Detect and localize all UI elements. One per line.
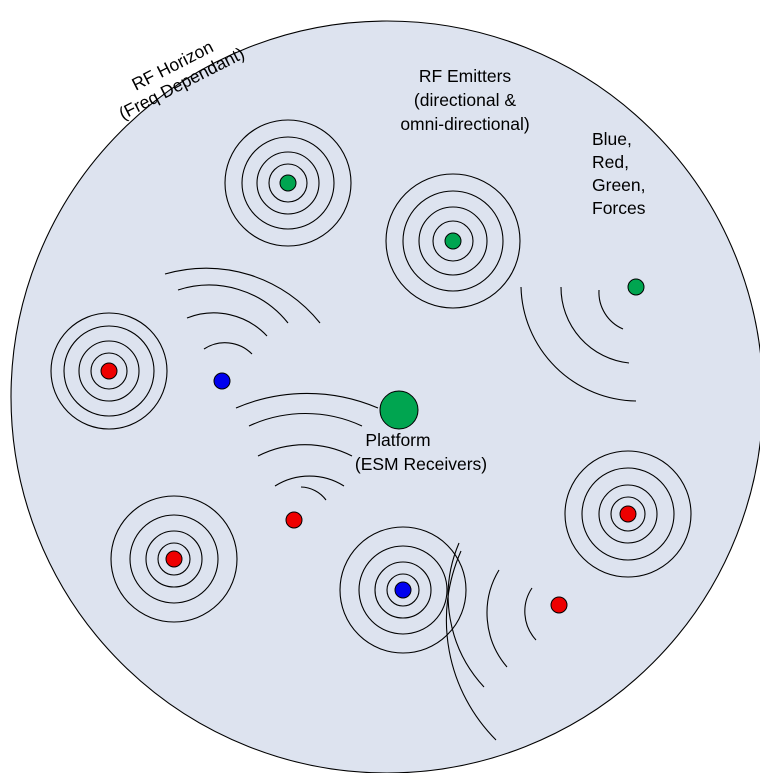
emission-arc [524, 587, 537, 641]
emission-ring [598, 484, 658, 544]
emission-ring [402, 190, 504, 292]
emitter-green-directional-right [520, 278, 645, 402]
emission-arc [300, 486, 327, 501]
rf-emitters-label-line2: (directional & [414, 90, 516, 110]
red-emitter-dot [165, 550, 183, 568]
platform-label-line1: Platform [365, 430, 430, 450]
emitter-red-omni-right [564, 450, 692, 578]
green-emitter-dot [627, 278, 645, 296]
emission-ring [63, 325, 155, 417]
red-emitter-dot [619, 505, 637, 523]
emission-ring [610, 496, 646, 532]
emitter-blue-omni-bottom [339, 526, 467, 654]
emission-arc [445, 550, 497, 741]
emitter-red-directional-center [235, 392, 379, 529]
forces-label-line4: Forces [592, 198, 646, 218]
emitter-red-omni-left [50, 312, 168, 430]
emission-arc [520, 286, 637, 402]
emission-ring [385, 173, 521, 309]
emission-arc [164, 267, 321, 324]
emission-ring [50, 312, 168, 430]
green-emitter-dot [444, 232, 462, 250]
emission-arc [560, 286, 630, 364]
emission-arc [186, 312, 268, 337]
forces-label: Blue, Red, Green, Forces [592, 129, 646, 218]
emission-arc [203, 342, 253, 355]
forces-label-line3: Green, [592, 175, 646, 195]
emission-arc [447, 542, 485, 688]
rf-emitters-label-line1: RF Emitters [419, 66, 512, 86]
emission-ring [581, 467, 675, 561]
emitter-green-omni-right [385, 173, 521, 309]
emission-ring [564, 450, 692, 578]
platform-label-line2: (ESM Receivers) [355, 454, 487, 474]
red-emitter-dot [100, 362, 118, 380]
emission-arc [257, 444, 353, 457]
red-emitter-dot [550, 596, 568, 614]
rf-emitters-label-line3: omni-directional) [400, 114, 529, 134]
emitter-red-omni-bottom-left [110, 495, 238, 623]
emission-ring [358, 545, 448, 635]
emitter-red-directional-bottom [445, 542, 568, 741]
emission-ring [145, 530, 203, 588]
emission-ring [432, 220, 474, 262]
emission-ring [78, 340, 140, 402]
emission-arc [235, 392, 379, 409]
emission-ring [256, 151, 320, 215]
emission-ring [386, 573, 420, 607]
blue-emitter-dot [213, 372, 231, 390]
emission-ring [90, 352, 128, 390]
emission-ring [129, 514, 219, 604]
blue-emitter-dot [394, 581, 412, 599]
platform-dot [379, 390, 419, 430]
forces-label-line2: Red, [592, 152, 629, 172]
forces-label-line1: Blue, [592, 129, 632, 149]
platform-esm-receivers: Platform (ESM Receivers) [355, 390, 487, 474]
rf-emitters-label: RF Emitters (directional & omni-directio… [400, 66, 529, 134]
emission-ring [339, 526, 467, 654]
emission-ring [268, 163, 308, 203]
emission-ring [157, 542, 191, 576]
emission-ring [110, 495, 238, 623]
emission-ring [241, 136, 335, 230]
emission-arc [598, 289, 624, 330]
emission-ring [224, 119, 352, 247]
emission-arc [177, 284, 289, 324]
emission-arc [486, 569, 508, 668]
green-emitter-dot [279, 174, 297, 192]
red-emitter-dot [285, 511, 303, 529]
emission-arc [248, 413, 363, 427]
emission-arc [274, 475, 345, 487]
emitter-blue-directional-left [164, 267, 321, 390]
emission-ring [418, 206, 488, 276]
emitter-green-omni-top [224, 119, 352, 247]
emission-ring [374, 561, 432, 619]
